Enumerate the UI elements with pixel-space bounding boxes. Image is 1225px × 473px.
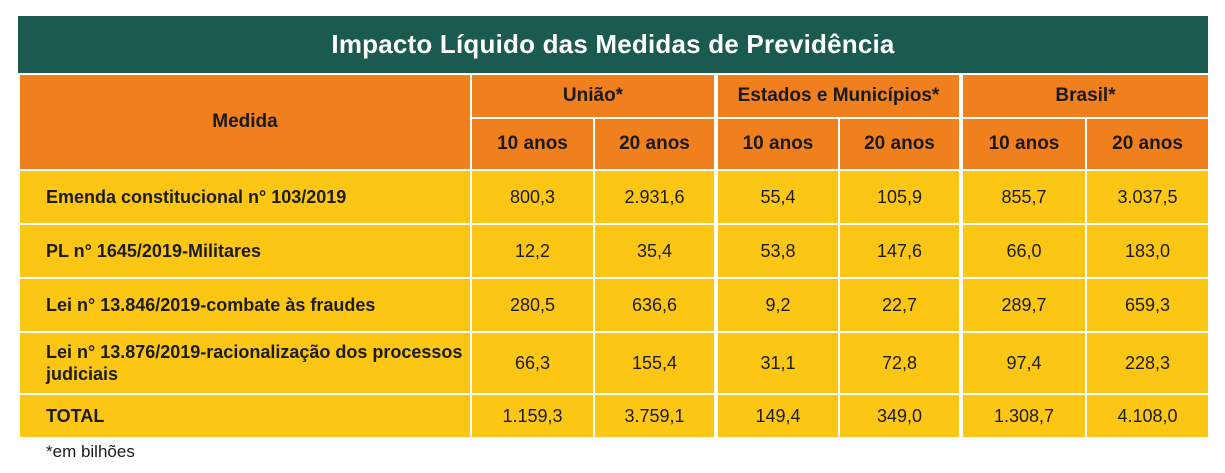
header-group-estados: Estados e Municípios* bbox=[714, 73, 962, 119]
cell-value: 105,9 bbox=[838, 169, 962, 225]
row-label: Emenda constitucional n° 103/2019 bbox=[18, 169, 472, 225]
row-label-total: TOTAL bbox=[18, 393, 472, 439]
cell-value: 800,3 bbox=[470, 169, 595, 225]
impact-table: Medida União* Estados e Municípios* Bras… bbox=[18, 73, 1211, 439]
table-row: PL n° 1645/2019-Militares 12,2 35,4 53,8… bbox=[18, 223, 1211, 279]
header-uniao-10: 10 anos bbox=[470, 117, 595, 171]
header-brasil-10: 10 anos bbox=[959, 117, 1087, 171]
cell-value: 12,2 bbox=[470, 223, 595, 279]
cell-value: 155,4 bbox=[593, 331, 717, 395]
cell-value: 4.108,0 bbox=[1084, 393, 1211, 439]
header-group-uniao: União* bbox=[470, 73, 717, 119]
cell-value: 183,0 bbox=[1084, 223, 1211, 279]
cell-value: 9,2 bbox=[714, 277, 840, 333]
cell-value: 31,1 bbox=[714, 331, 840, 395]
cell-value: 1.308,7 bbox=[959, 393, 1087, 439]
header-medida: Medida bbox=[18, 73, 472, 171]
cell-value: 349,0 bbox=[838, 393, 962, 439]
cell-value: 147,6 bbox=[838, 223, 962, 279]
header-row-groups: Medida União* Estados e Municípios* Bras… bbox=[18, 73, 1211, 171]
cell-value: 3.037,5 bbox=[1084, 169, 1211, 225]
cell-value: 636,6 bbox=[593, 277, 717, 333]
header-group-brasil: Brasil* bbox=[958, 73, 1211, 119]
cell-value: 66,3 bbox=[470, 331, 595, 395]
cell-value: 149,4 bbox=[714, 393, 840, 439]
header-uniao-20: 20 anos bbox=[593, 117, 717, 171]
table-row: Emenda constitucional n° 103/2019 800,3 … bbox=[18, 169, 1211, 225]
cell-value: 53,8 bbox=[714, 223, 840, 279]
row-label: Lei n° 13.846/2019-combate às fraudes bbox=[18, 277, 472, 333]
cell-value: 3.759,1 bbox=[593, 393, 717, 439]
footnote: *em bilhões bbox=[46, 442, 135, 461]
header-row-periods: 10 anos 20 anos 10 anos 20 anos 10 anos … bbox=[19, 117, 1211, 171]
cell-value: 72,8 bbox=[838, 331, 962, 395]
table-row: Lei n° 13.846/2019-combate às fraudes 28… bbox=[18, 277, 1211, 333]
cell-value: 2.931,6 bbox=[593, 169, 717, 225]
cell-value: 35,4 bbox=[593, 223, 717, 279]
cell-value: 97,4 bbox=[959, 331, 1087, 395]
row-label: Lei n° 13.876/2019-racionalização dos pr… bbox=[18, 331, 472, 395]
header-estados-20: 20 anos bbox=[838, 117, 962, 171]
cell-value: 228,3 bbox=[1084, 331, 1211, 395]
table-title: Impacto Líquido das Medidas de Previdênc… bbox=[18, 16, 1208, 73]
cell-value: 55,4 bbox=[714, 169, 840, 225]
cell-value: 66,0 bbox=[959, 223, 1087, 279]
cell-value: 1.159,3 bbox=[470, 393, 595, 439]
header-brasil-20: 20 anos bbox=[1084, 117, 1211, 171]
cell-value: 280,5 bbox=[470, 277, 595, 333]
cell-value: 22,7 bbox=[838, 277, 962, 333]
cell-value: 855,7 bbox=[959, 169, 1087, 225]
cell-value: 659,3 bbox=[1084, 277, 1211, 333]
impact-table-card: Impacto Líquido das Medidas de Previdênc… bbox=[18, 16, 1211, 439]
cell-value: 289,7 bbox=[959, 277, 1087, 333]
header-estados-10: 10 anos bbox=[714, 117, 840, 171]
row-label: PL n° 1645/2019-Militares bbox=[18, 223, 472, 279]
table-row: Lei n° 13.876/2019-racionalização dos pr… bbox=[18, 331, 1211, 395]
table-row-total: TOTAL 1.159,3 3.759,1 149,4 349,0 1.308,… bbox=[18, 393, 1211, 439]
